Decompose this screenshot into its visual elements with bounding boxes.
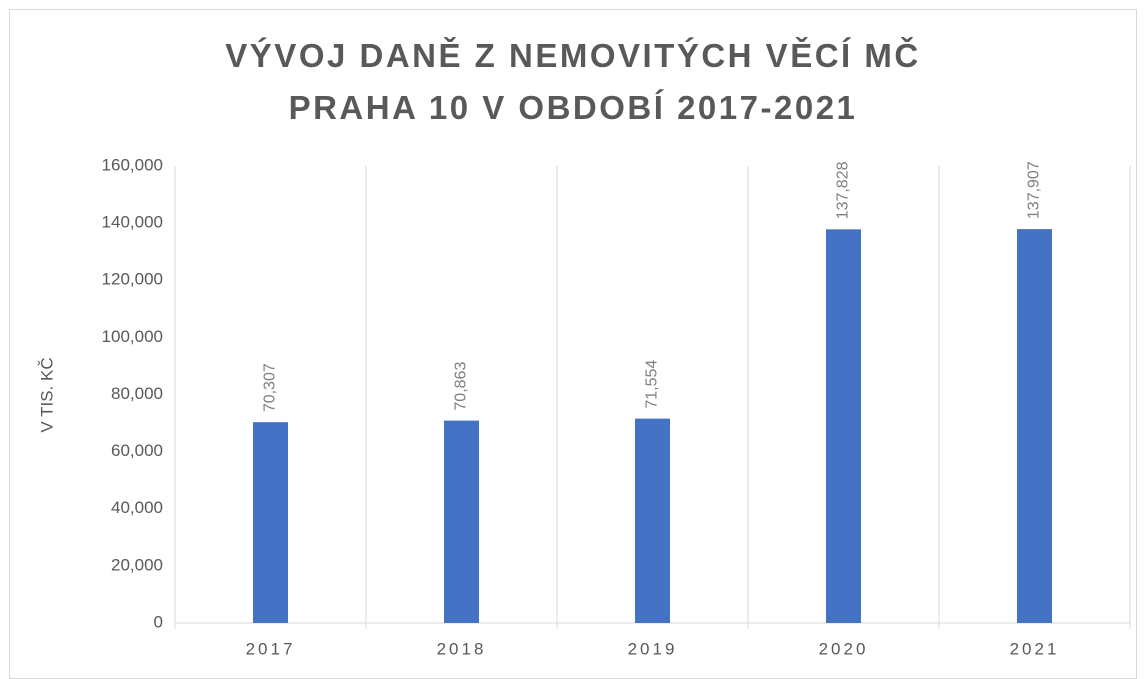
bar <box>253 422 288 623</box>
y-tick-label: 120,000 <box>102 270 163 289</box>
y-tick-label: 0 <box>154 612 163 631</box>
x-tick-label: 2019 <box>628 639 678 658</box>
y-tick-label: 160,000 <box>102 155 163 174</box>
chart-title: VÝVOJ DANĚ Z NEMOVITÝCH VĚCÍ MČ PRAHA 10… <box>225 37 921 126</box>
bar <box>635 418 670 623</box>
bar <box>826 229 861 623</box>
bar <box>444 420 479 623</box>
data-label: 70,307 <box>262 363 279 412</box>
y-tick-label: 60,000 <box>111 441 163 460</box>
y-tick-label: 100,000 <box>102 327 163 346</box>
x-tick-label: 2021 <box>1010 639 1060 658</box>
x-tick-label: 2018 <box>437 639 487 658</box>
data-label: 71,554 <box>644 360 661 409</box>
bar <box>1017 229 1052 623</box>
data-label: 137,907 <box>1026 161 1043 219</box>
x-tick-label: 2017 <box>246 639 296 658</box>
y-tick-label: 140,000 <box>102 213 163 232</box>
y-tick-label: 40,000 <box>111 498 163 517</box>
x-tick-label: 2020 <box>819 639 869 658</box>
y-tick-label: 20,000 <box>111 555 163 574</box>
y-tick-label: 80,000 <box>111 384 163 403</box>
y-axis-label: V TIS. KČ <box>37 357 56 432</box>
data-label: 137,828 <box>835 161 852 219</box>
data-label: 70,863 <box>453 362 470 411</box>
